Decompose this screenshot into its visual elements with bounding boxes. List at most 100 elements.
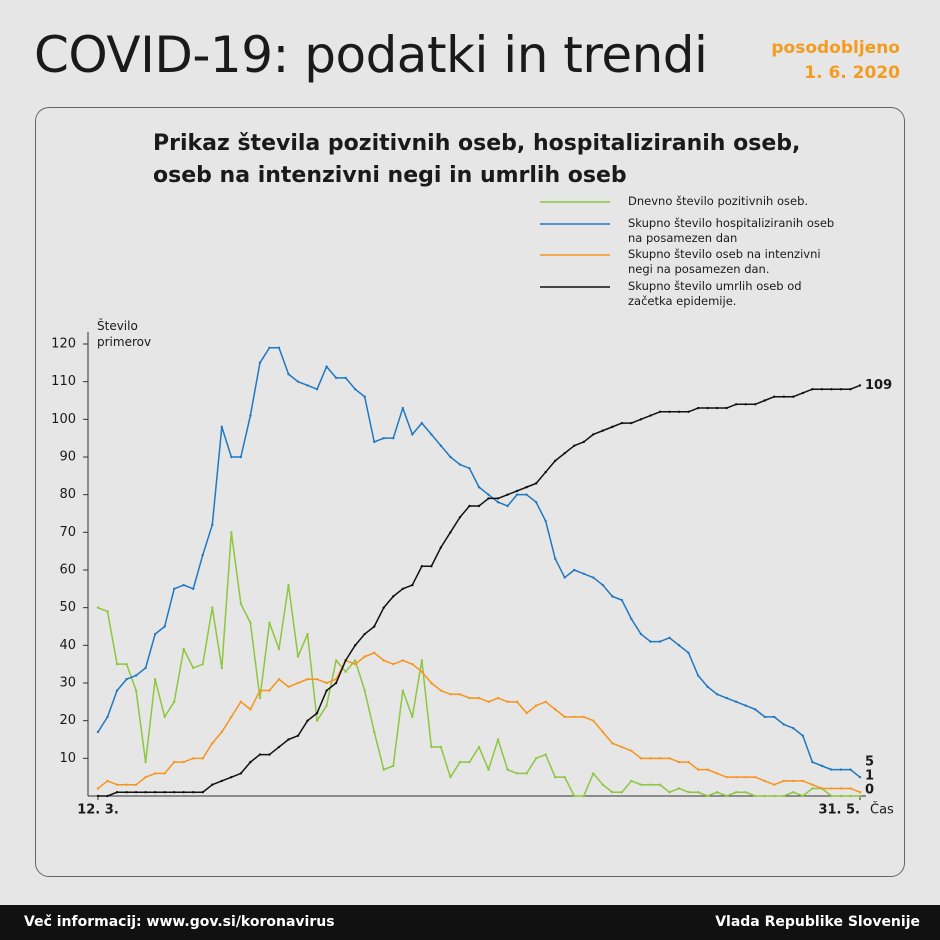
data-point [315, 719, 319, 722]
data-point [258, 696, 262, 700]
y-tick-label: 50 [59, 600, 76, 615]
data-point [163, 625, 166, 628]
data-point [573, 444, 576, 447]
data-point [487, 768, 490, 771]
data-point [334, 376, 338, 380]
data-point [258, 753, 262, 756]
end-label: 1 [865, 769, 874, 784]
data-point [592, 719, 595, 722]
data-point [344, 659, 347, 662]
data-point [173, 700, 176, 704]
data-point [192, 666, 195, 670]
data-point [125, 791, 128, 794]
data-point [858, 775, 862, 779]
data-point [554, 708, 557, 711]
data-point [506, 700, 509, 704]
data-point [668, 410, 671, 413]
data-point [258, 361, 262, 365]
data-point [754, 708, 757, 711]
data-point [744, 791, 747, 794]
data-point [163, 772, 166, 775]
legend-label: Skupno število oseb na intenzivni negi n… [628, 247, 821, 276]
data-point [792, 727, 795, 730]
data-point [620, 745, 624, 749]
data-point [249, 414, 252, 417]
data-point [449, 693, 452, 696]
data-point [373, 440, 376, 444]
data-point [649, 640, 652, 643]
data-point [430, 745, 433, 749]
data-point [658, 410, 662, 413]
data-point [449, 455, 452, 459]
data-point [115, 689, 119, 692]
data-point [144, 666, 147, 670]
data-point [658, 757, 662, 760]
data-point [687, 410, 690, 413]
data-point [715, 791, 719, 794]
data-point [106, 779, 109, 783]
data-point [144, 791, 147, 794]
data-point [525, 485, 528, 489]
data-point [306, 678, 309, 681]
data-point [496, 497, 500, 500]
data-point [258, 689, 262, 692]
data-point [677, 644, 681, 647]
data-point [573, 568, 576, 572]
data-point [830, 388, 833, 391]
data-point [439, 689, 443, 692]
data-point [858, 791, 862, 794]
data-point [115, 783, 119, 786]
data-point [134, 674, 138, 677]
data-point [382, 606, 385, 609]
data-point [592, 772, 595, 775]
data-point [763, 399, 766, 402]
data-point [230, 531, 233, 534]
data-point [706, 794, 709, 798]
data-point [534, 482, 538, 485]
data-point [287, 583, 290, 587]
data-point [239, 772, 243, 775]
data-point [449, 531, 452, 534]
data-point [734, 403, 738, 406]
data-point [496, 696, 500, 700]
data-point [411, 715, 414, 719]
data-point [782, 723, 785, 726]
data-point [801, 391, 805, 395]
y-tick-label: 10 [59, 751, 76, 766]
data-point [811, 783, 814, 786]
x-tick-label: 31. 5. [818, 803, 860, 818]
data-point [554, 775, 557, 779]
data-point [487, 493, 490, 496]
data-point [230, 715, 233, 719]
data-point [763, 794, 766, 798]
data-point [811, 787, 814, 790]
data-point [153, 791, 157, 794]
data-point [401, 406, 404, 410]
data-point [296, 655, 300, 658]
data-point [477, 745, 481, 749]
data-point [534, 757, 538, 760]
data-point [439, 745, 443, 749]
data-point [515, 772, 519, 775]
data-point [392, 662, 395, 666]
data-point [277, 745, 281, 749]
data-point [639, 757, 643, 760]
data-point [754, 403, 757, 406]
data-point [420, 659, 424, 662]
data-point [687, 651, 690, 655]
data-point [96, 730, 100, 734]
data-point [458, 693, 462, 696]
data-point [468, 504, 471, 508]
data-point [554, 557, 557, 560]
data-point [506, 768, 509, 771]
data-point [458, 516, 462, 519]
data-point [734, 775, 738, 779]
series-line [98, 384, 861, 797]
data-point [668, 636, 671, 639]
data-point [820, 388, 824, 391]
data-point [439, 546, 443, 549]
data-point [182, 791, 185, 794]
data-point [106, 610, 109, 613]
data-point [477, 504, 481, 508]
data-point [734, 791, 738, 794]
